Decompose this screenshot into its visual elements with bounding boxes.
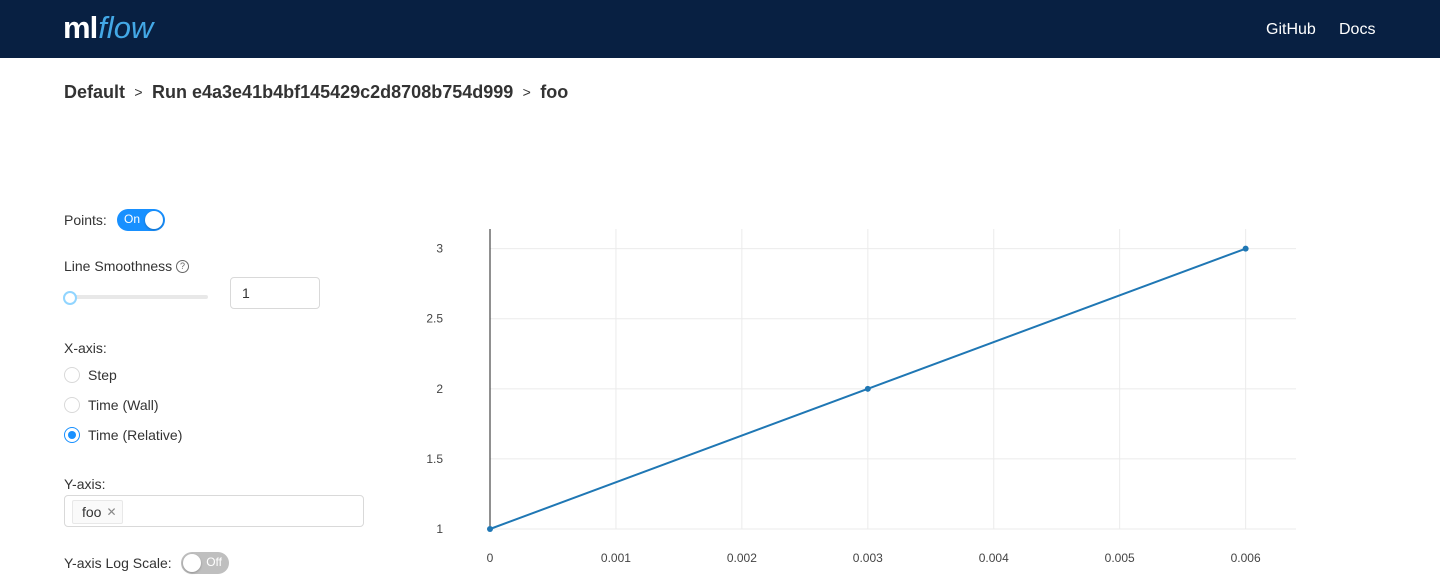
smoothness-slider-handle[interactable] xyxy=(63,291,77,305)
x-tick-label: 0.001 xyxy=(601,551,631,565)
points-label: Points: xyxy=(64,212,107,228)
points-switch[interactable]: On xyxy=(117,209,165,231)
data-point xyxy=(864,385,871,392)
switch-knob xyxy=(183,554,201,572)
breadcrumb-experiment[interactable]: Default xyxy=(64,81,126,102)
y-tick-label: 2 xyxy=(436,382,443,396)
x-tick-label: 0 xyxy=(487,551,494,565)
chevron-right-icon: > xyxy=(522,84,531,100)
x-axis-label: X-axis: xyxy=(64,340,107,356)
radio-button-selected[interactable] xyxy=(64,427,80,443)
smoothness-input[interactable] xyxy=(230,277,320,309)
y-tick-label: 3 xyxy=(436,242,443,256)
y-axis-metric-select[interactable]: foo ✕ xyxy=(64,495,364,527)
radio-button[interactable] xyxy=(64,397,80,413)
data-point xyxy=(487,526,493,532)
y-axis-log-scale-switch[interactable]: Off xyxy=(181,552,229,574)
y-tick-label: 2.5 xyxy=(426,312,443,326)
breadcrumb: Default > Run e4a3e41b4bf145429c2d8708b7… xyxy=(64,81,568,103)
log-switch-text: Off xyxy=(206,555,222,569)
y-axis-log-scale-label: Y-axis Log Scale: xyxy=(64,555,172,571)
metric-tag: foo ✕ xyxy=(72,500,123,524)
mlflow-logo[interactable]: ml flow xyxy=(63,6,153,50)
x-axis-option-time-wall[interactable]: Time (Wall) xyxy=(64,396,159,414)
switch-knob xyxy=(145,211,163,229)
y-tick-label: 1.5 xyxy=(426,452,443,466)
x-tick-label: 0.005 xyxy=(1105,551,1135,565)
x-axis-option-label: Time (Wall) xyxy=(88,397,159,413)
close-icon[interactable]: ✕ xyxy=(106,505,117,519)
question-circle-icon[interactable]: ? xyxy=(176,260,189,273)
smoothness-slider-rail[interactable] xyxy=(70,295,208,299)
breadcrumb-metric: foo xyxy=(540,81,569,102)
x-axis-option-label: Time (Relative) xyxy=(88,427,183,443)
x-tick-label: 0.002 xyxy=(727,551,757,565)
top-navbar: ml flow GitHub Docs xyxy=(0,0,1440,58)
x-axis-option-label: Step xyxy=(88,367,117,383)
docs-link[interactable]: Docs xyxy=(1339,21,1376,38)
metric-tag-label: foo xyxy=(82,504,102,520)
logo-flow-text: flow xyxy=(98,10,154,45)
x-tick-label: 0.004 xyxy=(979,551,1009,565)
y-tick-label: 1 xyxy=(436,522,443,536)
x-axis-option-time-relative[interactable]: Time (Relative) xyxy=(64,426,182,444)
x-tick-label: 0.006 xyxy=(1231,551,1261,565)
chevron-right-icon: > xyxy=(134,84,143,100)
logo-ml-text: ml xyxy=(63,10,98,45)
points-switch-text: On xyxy=(124,212,141,226)
data-point xyxy=(1242,245,1249,252)
radio-button[interactable] xyxy=(64,367,80,383)
line-smoothness-label: Line Smoothness xyxy=(64,258,173,274)
breadcrumb-run[interactable]: Run e4a3e41b4bf145429c2d8708b754d999 xyxy=(152,81,514,102)
x-tick-label: 0.003 xyxy=(853,551,883,565)
github-link[interactable]: GitHub xyxy=(1266,21,1316,38)
y-axis-label: Y-axis: xyxy=(64,476,106,492)
x-axis-option-step[interactable]: Step xyxy=(64,366,117,384)
